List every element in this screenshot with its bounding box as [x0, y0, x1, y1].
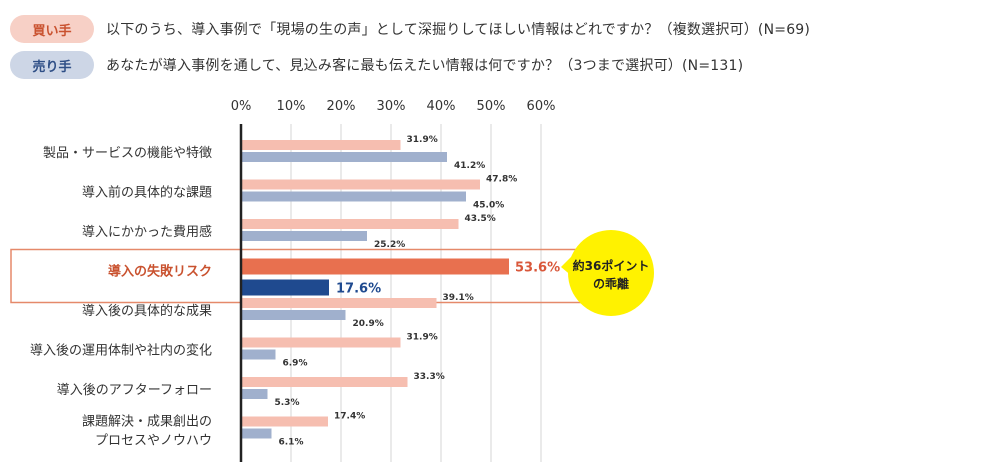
- bar-buyer: [241, 298, 437, 308]
- bar-buyer: [241, 337, 401, 348]
- bar-buyer: [241, 219, 459, 229]
- value-label-seller: 6.1%: [279, 438, 304, 448]
- value-label-buyer: 53.6%: [515, 261, 560, 276]
- value-label-seller: 5.3%: [275, 398, 300, 408]
- category-label: プロセスやノウハウ: [95, 434, 212, 449]
- callout-text-line2: の乖離: [593, 276, 629, 291]
- x-tick-label: 20%: [327, 99, 356, 114]
- value-label-buyer: 33.3%: [414, 372, 445, 382]
- bar-seller: [241, 191, 466, 202]
- x-tick-label: 10%: [277, 99, 306, 114]
- bar-buyer: [241, 140, 401, 150]
- value-label-buyer: 39.1%: [443, 293, 474, 303]
- category-label: 導入の失敗リスク: [108, 264, 212, 280]
- bar-seller: [241, 349, 276, 360]
- x-tick-label: 30%: [377, 99, 406, 114]
- category-label: 製品・サービスの機能や特徴: [43, 146, 212, 161]
- value-label-seller: 45.0%: [473, 201, 504, 211]
- x-tick-label: 50%: [477, 99, 506, 114]
- category-label: 導入にかかった費用感: [82, 224, 212, 240]
- bar-buyer: [241, 377, 408, 387]
- category-label: 導入後のアフターフォロー: [57, 383, 212, 398]
- legend-buyer: 買い手 以下のうち、導入事例で「現場の生の声」として深掘りしてほしい情報はどれで…: [10, 15, 810, 43]
- bar-buyer: [241, 258, 509, 275]
- callout-text-line1: 約36ポイント: [573, 258, 650, 273]
- x-tick-label: 0%: [231, 99, 252, 114]
- category-label: 課題解決・成果創出の: [82, 414, 212, 430]
- value-label-buyer: 31.9%: [407, 135, 438, 145]
- legend-seller: 売り手 あなたが導入事例を通して、見込み客に最も伝えたい情報は何ですか？（3つま…: [10, 51, 743, 79]
- bar-seller: [241, 428, 272, 439]
- value-label-buyer: 47.8%: [486, 175, 517, 185]
- x-tick-label: 40%: [427, 99, 456, 114]
- x-tick-label: 60%: [527, 99, 556, 114]
- seller-question: あなたが導入事例を通して、見込み客に最も伝えたい情報は何ですか？（3つまで選択可…: [106, 58, 744, 74]
- value-label-seller: 20.9%: [353, 319, 384, 329]
- value-label-buyer: 31.9%: [407, 333, 438, 343]
- bar-seller: [241, 389, 268, 399]
- buyer-question: 以下のうち、導入事例で「現場の生の声」として深掘りしてほしい情報はどれですか？（…: [106, 22, 811, 38]
- callout-bubble: [568, 230, 654, 316]
- buyer-badge: 買い手: [10, 15, 94, 43]
- value-label-seller: 17.6%: [336, 282, 381, 297]
- category-label: 導入前の具体的な課題: [82, 185, 212, 201]
- bar-buyer: [241, 179, 480, 190]
- bar-buyer: [241, 416, 328, 427]
- category-label: 導入後の運用体制や社内の変化: [30, 343, 212, 359]
- value-label-seller: 25.2%: [374, 240, 405, 250]
- value-label-seller: 41.2%: [454, 161, 485, 171]
- bar-seller: [241, 152, 447, 162]
- seller-badge: 売り手: [10, 51, 94, 79]
- value-label-buyer: 43.5%: [465, 214, 496, 224]
- bar-seller: [241, 310, 346, 320]
- bar-seller: [241, 279, 329, 296]
- value-label-buyer: 17.4%: [334, 412, 365, 422]
- bar-seller: [241, 231, 367, 241]
- value-label-seller: 6.9%: [283, 359, 308, 369]
- category-label: 導入後の具体的な成果: [82, 303, 212, 319]
